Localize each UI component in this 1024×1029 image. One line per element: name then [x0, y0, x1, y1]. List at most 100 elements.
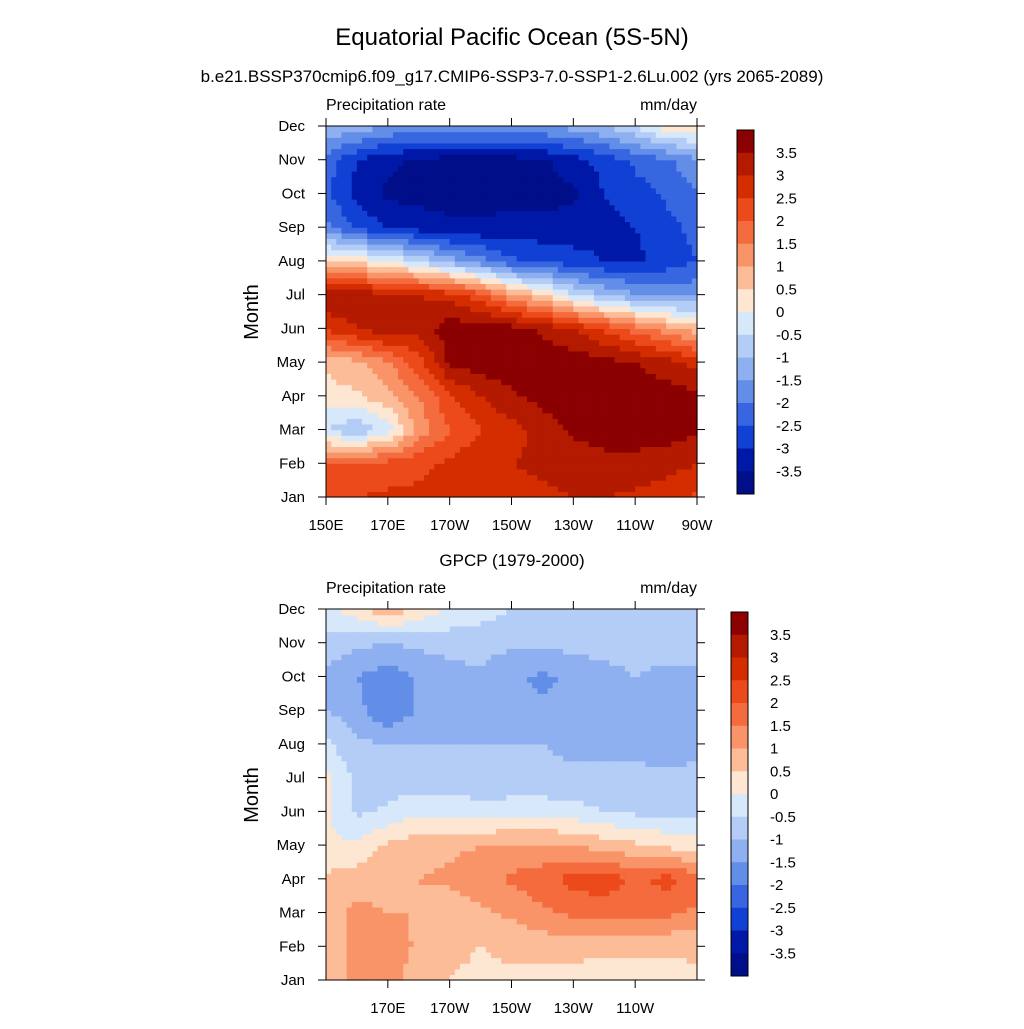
heatmap-cell [393, 126, 399, 132]
heatmap-cell [609, 430, 615, 436]
heatmap-cell [604, 210, 610, 216]
heatmap-cell [506, 233, 512, 239]
heatmap-cell [615, 345, 621, 351]
heatmap-cell [584, 356, 590, 362]
heatmap-cell [424, 362, 430, 368]
heatmap-cell [496, 222, 502, 228]
heatmap-cell [661, 165, 667, 171]
heatmap-cell [584, 272, 590, 278]
heatmap-cell [383, 300, 389, 306]
heatmap-cell [496, 250, 502, 256]
heatmap-cell [609, 385, 615, 391]
heatmap-cell [486, 272, 492, 278]
heatmap-cell [512, 441, 518, 447]
heatmap-cell [615, 261, 621, 267]
heatmap-cell [439, 362, 445, 368]
heatmap-cell [496, 345, 502, 351]
heatmap-cell [609, 340, 615, 346]
heatmap-cell [615, 300, 621, 306]
heatmap-cell [517, 255, 523, 261]
heatmap-cell [419, 390, 425, 396]
heatmap-cell [475, 486, 481, 492]
heatmap-cell [676, 227, 682, 233]
heatmap-cell [506, 148, 512, 154]
heatmap-cell [635, 300, 641, 306]
heatmap-cell [378, 368, 384, 374]
heatmap-cell [687, 469, 693, 475]
heatmap-cell [651, 289, 657, 295]
heatmap-cell [429, 278, 435, 284]
heatmap-cell [620, 182, 626, 188]
heatmap-cell [578, 278, 584, 284]
heatmap-cell [393, 255, 399, 261]
heatmap-cell [594, 143, 600, 149]
heatmap-cell [645, 368, 651, 374]
panel-gpcp: Precipitation rate mm/day Month JanFebMa… [241, 580, 796, 1017]
heatmap-cell [573, 171, 579, 177]
heatmap-cell [625, 418, 631, 424]
heatmap-cell [687, 300, 693, 306]
heatmap-cell [439, 334, 445, 340]
heatmap-cell [645, 233, 651, 239]
heatmap-cell [615, 356, 621, 362]
heatmap-cell [563, 132, 569, 138]
heatmap-cell [656, 351, 662, 357]
heatmap-cell [439, 446, 445, 452]
heatmap-cell [434, 385, 440, 391]
heatmap-cell [594, 317, 600, 323]
heatmap-cell [341, 413, 347, 419]
heatmap-cell [676, 261, 682, 267]
heatmap-cell [620, 430, 626, 436]
heatmap-cell [604, 430, 610, 436]
heatmap-cell [682, 272, 688, 278]
heatmap-cell [496, 486, 502, 492]
heatmap-cell [537, 469, 543, 475]
heatmap-cell [372, 379, 378, 385]
heatmap-cell [584, 143, 590, 149]
heatmap-cell [625, 463, 631, 469]
heatmap-cell [661, 486, 667, 492]
heatmap-cell [419, 379, 425, 385]
heatmap-cell [378, 132, 384, 138]
heatmap-cell [331, 373, 337, 379]
heatmap-cell [347, 458, 353, 464]
heatmap-cell [439, 205, 445, 211]
heatmap-cell [512, 401, 518, 407]
heatmap-cell [604, 238, 610, 244]
heatmap-cell [640, 295, 646, 301]
heatmap-cell [362, 418, 368, 424]
heatmap-cell [429, 261, 435, 267]
heatmap-cell [651, 300, 657, 306]
heatmap-cell [450, 413, 456, 419]
heatmap-cell [537, 289, 543, 295]
heatmap-cell [367, 312, 373, 318]
heatmap-cell [331, 165, 337, 171]
heatmap-cell [367, 222, 373, 228]
heatmap-cell [445, 446, 451, 452]
heatmap-cell [460, 137, 466, 143]
heatmap-cell [512, 390, 518, 396]
heatmap-cell [589, 126, 595, 132]
heatmap-cell [336, 143, 342, 149]
heatmap-cell [578, 452, 584, 458]
heatmap-cell [522, 317, 528, 323]
heatmap-cell [347, 233, 353, 239]
heatmap-cell [486, 480, 492, 486]
heatmap-cell [645, 160, 651, 166]
heatmap-cell [331, 210, 337, 216]
heatmap-cell [553, 413, 559, 419]
heatmap-cell [408, 222, 414, 228]
heatmap-cell [687, 458, 693, 464]
heatmap-cell [491, 250, 497, 256]
heatmap-cell [388, 424, 394, 430]
heatmap-cell [424, 356, 430, 362]
heatmap-cell [578, 132, 584, 138]
heatmap-cell [434, 340, 440, 346]
heatmap-cell [403, 227, 409, 233]
heatmap-cell [584, 188, 590, 194]
heatmap-cell [336, 250, 342, 256]
heatmap-cell [496, 396, 502, 402]
heatmap-cell [347, 177, 353, 183]
heatmap-cell [367, 272, 373, 278]
heatmap-cell [357, 475, 363, 481]
